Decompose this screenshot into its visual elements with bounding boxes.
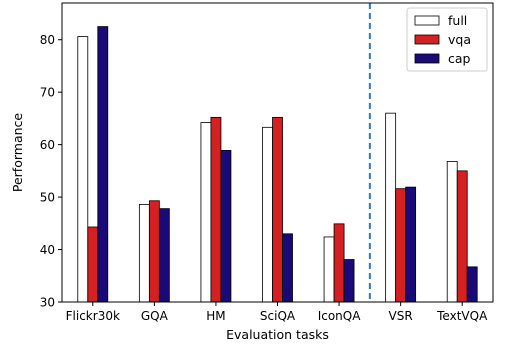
- x-tick-label-iconqa: IconQA: [318, 309, 362, 323]
- x-tick-label-vsr: VSR: [389, 309, 413, 323]
- bar-full-vsr: [385, 112, 397, 303]
- x-tick-label-textvqa: TextVQA: [436, 309, 488, 323]
- y-axis-ticks: 30 40 50 60 70 80: [40, 33, 62, 310]
- legend-swatch-cap: [414, 53, 440, 64]
- bar-vqa-iconqa: [333, 223, 345, 303]
- legend-label-full: full: [448, 13, 467, 28]
- bar-vqa-vsr: [395, 188, 407, 303]
- bar-cap-vsr: [405, 186, 417, 303]
- bar-cap-flickr30k: [97, 26, 109, 303]
- bar-full-gqa: [138, 204, 150, 303]
- bar-full-iconqa: [323, 236, 335, 303]
- y-tick-label: 80: [40, 33, 55, 47]
- legend-label-vqa: vqa: [448, 32, 471, 47]
- x-tick-label-hm: HM: [206, 309, 225, 323]
- bar-full-flickr30k: [77, 36, 89, 303]
- bar-cap-gqa: [158, 208, 170, 303]
- bar-full-sciqa: [262, 126, 273, 303]
- bars-group: [77, 26, 478, 303]
- y-tick-label: 30: [40, 296, 55, 310]
- y-tick-label: 50: [40, 191, 55, 205]
- x-tick-label-flickr30k: Flickr30k: [66, 309, 120, 323]
- y-tick-label: 70: [40, 86, 55, 100]
- legend-swatch-full: [414, 15, 440, 26]
- bar-cap-sciqa: [282, 233, 293, 303]
- bar-vqa-flickr30k: [87, 226, 99, 303]
- bar-vqa-gqa: [148, 200, 160, 303]
- bar-vqa-textvqa: [456, 170, 468, 303]
- bar-cap-hm: [220, 150, 232, 303]
- x-axis-label: Evaluation tasks: [226, 327, 329, 342]
- bar-full-textvqa: [446, 161, 458, 303]
- bar-vqa-hm: [210, 116, 222, 303]
- x-axis-ticks: Flickr30k GQA HM SciQA IconQA VSR TextVQA: [66, 302, 488, 323]
- bar-cap-iconqa: [343, 259, 355, 303]
- bar-full-hm: [200, 122, 212, 303]
- legend-swatch-vqa: [414, 34, 440, 45]
- y-tick-label: 40: [40, 243, 55, 257]
- x-tick-label-gqa: GQA: [141, 309, 169, 323]
- legend-label-cap: cap: [448, 51, 471, 66]
- y-axis-label: Performance: [10, 113, 25, 193]
- bar-vqa-sciqa: [272, 116, 283, 303]
- bar-cap-textvqa: [466, 266, 478, 303]
- x-tick-label-sciqa: SciQA: [260, 309, 296, 323]
- y-tick-label: 60: [40, 138, 55, 152]
- legend: full vqa cap: [406, 7, 488, 72]
